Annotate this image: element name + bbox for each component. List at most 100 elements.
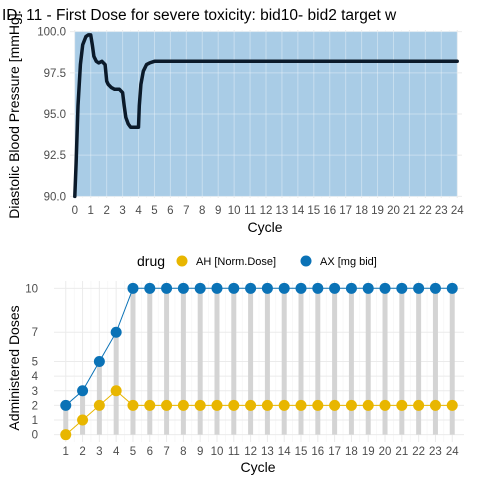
dose-x-tick-label: 9: [197, 446, 203, 458]
dose-point-ax: [379, 282, 391, 294]
dose-y-tick-label: 0: [32, 430, 38, 442]
bp-x-tick-label: 5: [151, 205, 157, 217]
legend-label-ah: AH [Norm.Dose]: [196, 256, 276, 268]
dose-y-tick-label: 4: [32, 371, 39, 383]
dose-point-ax: [295, 282, 307, 294]
bp-y-tick-labels: 90.0 92.5 95.0 97.5 100.0: [37, 27, 66, 204]
dose-y-tick-label: 1: [32, 415, 38, 427]
dose-x-tick-label: 1: [63, 446, 69, 458]
dose-point-ah: [228, 399, 240, 411]
bp-x-tick-label: 20: [387, 205, 400, 217]
dose-x-tick-label: 3: [96, 446, 102, 458]
dose-point-ax: [127, 282, 139, 294]
dose-point-ah: [396, 399, 408, 411]
legend-title: drug: [137, 253, 165, 269]
dose-x-tick-label: 7: [163, 446, 169, 458]
dose-x-tick-label: 15: [295, 446, 308, 458]
dose-x-tick-label: 12: [244, 446, 257, 458]
dose-y-tick-label: 5: [32, 357, 38, 369]
dose-point-ah: [379, 399, 391, 411]
dose-point-ah: [429, 399, 441, 411]
dose-point-ax: [362, 282, 374, 294]
bp-panel: 0 1 2 3 4 5 6 7 8 9 10 11 12 13 14 15 16 17 18 19 20 21 22 23 24…: [2, 7, 464, 235]
dose-point-ax: [211, 282, 223, 294]
bp-x-tick-label: 10: [228, 205, 241, 217]
legend: drug AH [Norm.Dose] AX [mg bid]: [137, 253, 377, 269]
legend-key-ah: [176, 255, 188, 267]
bp-x-tick-label: 4: [135, 205, 142, 217]
dose-point-ah: [278, 399, 290, 411]
dose-point-ah: [60, 429, 72, 441]
dose-x-tick-label: 8: [180, 446, 186, 458]
bp-y-axis-label: Diastolic Blood Pressure [mmHg]: [6, 13, 22, 218]
bp-x-tick-label: 0: [72, 205, 78, 217]
dose-y-tick-label: 10: [25, 283, 38, 295]
bp-x-tick-label: 9: [215, 205, 221, 217]
bp-x-tick-label: 13: [276, 205, 289, 217]
dose-point-ax: [329, 282, 341, 294]
dose-point-ax: [261, 282, 273, 294]
dose-y-axis-label: Administered Doses: [6, 305, 22, 430]
dose-point-ah: [211, 399, 223, 411]
bp-x-tick-label: 22: [419, 205, 432, 217]
dose-point-ah: [413, 399, 425, 411]
dose-point-ax: [177, 282, 189, 294]
dose-point-ah: [261, 399, 273, 411]
dose-points: [60, 282, 458, 441]
dose-x-tick-label: 22: [412, 446, 425, 458]
dose-point-ax: [396, 282, 408, 294]
bp-y-tick-label: 90.0: [44, 191, 66, 203]
dose-point-ah: [194, 399, 206, 411]
dose-x-tick-label: 23: [429, 446, 442, 458]
dose-point-ax: [110, 326, 122, 338]
dose-point-ax: [429, 282, 441, 294]
bp-x-tick-label: 24: [451, 205, 464, 217]
dose-point-ax: [93, 356, 105, 367]
dose-point-ax: [312, 282, 324, 294]
bp-x-tick-label: 18: [355, 205, 368, 217]
bp-x-tick-label: 17: [339, 205, 352, 217]
dose-x-tick-label: 19: [362, 446, 375, 458]
dose-x-tick-label: 6: [147, 446, 153, 458]
dose-point-ah: [295, 399, 307, 411]
dose-x-tick-label: 14: [278, 446, 291, 458]
bp-x-tick-label: 14: [291, 205, 304, 217]
dose-y-tick-label: 3: [32, 386, 38, 398]
bp-x-tick-label: 19: [371, 205, 384, 217]
bp-x-tick-label: 6: [167, 205, 173, 217]
bp-x-tick-label: 12: [260, 205, 273, 217]
dose-point-ax: [413, 282, 425, 294]
legend-key-ax: [300, 255, 312, 267]
bp-x-tick-label: 23: [435, 205, 448, 217]
dose-y-tick-label: 7: [32, 327, 38, 339]
bp-x-tick-label: 8: [199, 205, 205, 217]
dose-point-ah: [446, 399, 458, 411]
bp-x-tick-label: 7: [183, 205, 189, 217]
bp-x-tick-label: 16: [323, 205, 336, 217]
dose-x-tick-label: 20: [379, 446, 392, 458]
bp-y-tick-label: 92.5: [44, 150, 66, 162]
dose-point-ax: [194, 282, 206, 294]
dose-point-ah: [77, 414, 89, 426]
dose-point-ah: [110, 385, 122, 397]
dose-x-tick-label: 18: [345, 446, 358, 458]
dose-y-tick-label: 2: [32, 400, 38, 412]
dose-x-tick-label: 4: [113, 446, 120, 458]
dose-point-ah: [127, 399, 139, 411]
bp-y-tick-label: 95.0: [44, 109, 66, 121]
dose-x-tick-label: 5: [130, 446, 136, 458]
dose-point-ah: [161, 399, 173, 411]
dose-point-ah: [362, 399, 374, 411]
bp-y-tick-label: 100.0: [37, 27, 66, 39]
bp-band-gridlines: [74, 31, 458, 197]
dose-x-tick-label: 17: [328, 446, 341, 458]
dose-point-ax: [77, 385, 89, 397]
dose-x-tick-label: 21: [395, 446, 408, 458]
bp-x-tick-label: 11: [244, 205, 256, 217]
dose-point-ah: [93, 399, 105, 411]
bp-y-tick-label: 97.5: [44, 68, 66, 80]
bp-series-line: [73, 33, 459, 199]
dose-x-tick-label: 24: [446, 446, 459, 458]
dose-point-ah: [245, 399, 257, 411]
